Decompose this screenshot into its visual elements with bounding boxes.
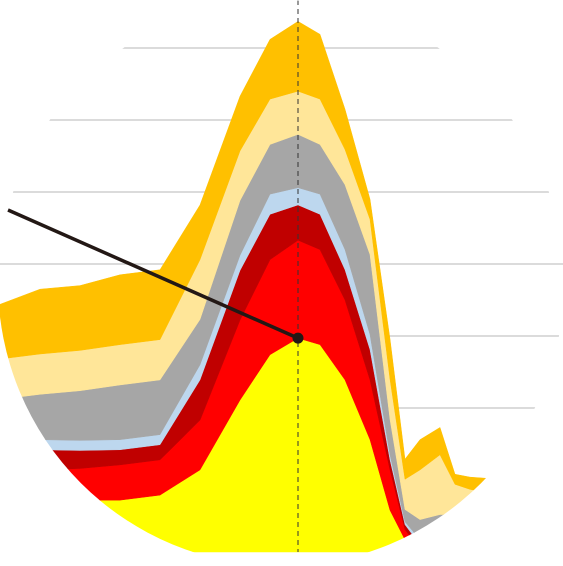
area: [0, 21, 563, 495]
plot-area: [0, 0, 563, 553]
highlight-dot: [292, 332, 304, 344]
pointer-line: [7, 208, 299, 340]
